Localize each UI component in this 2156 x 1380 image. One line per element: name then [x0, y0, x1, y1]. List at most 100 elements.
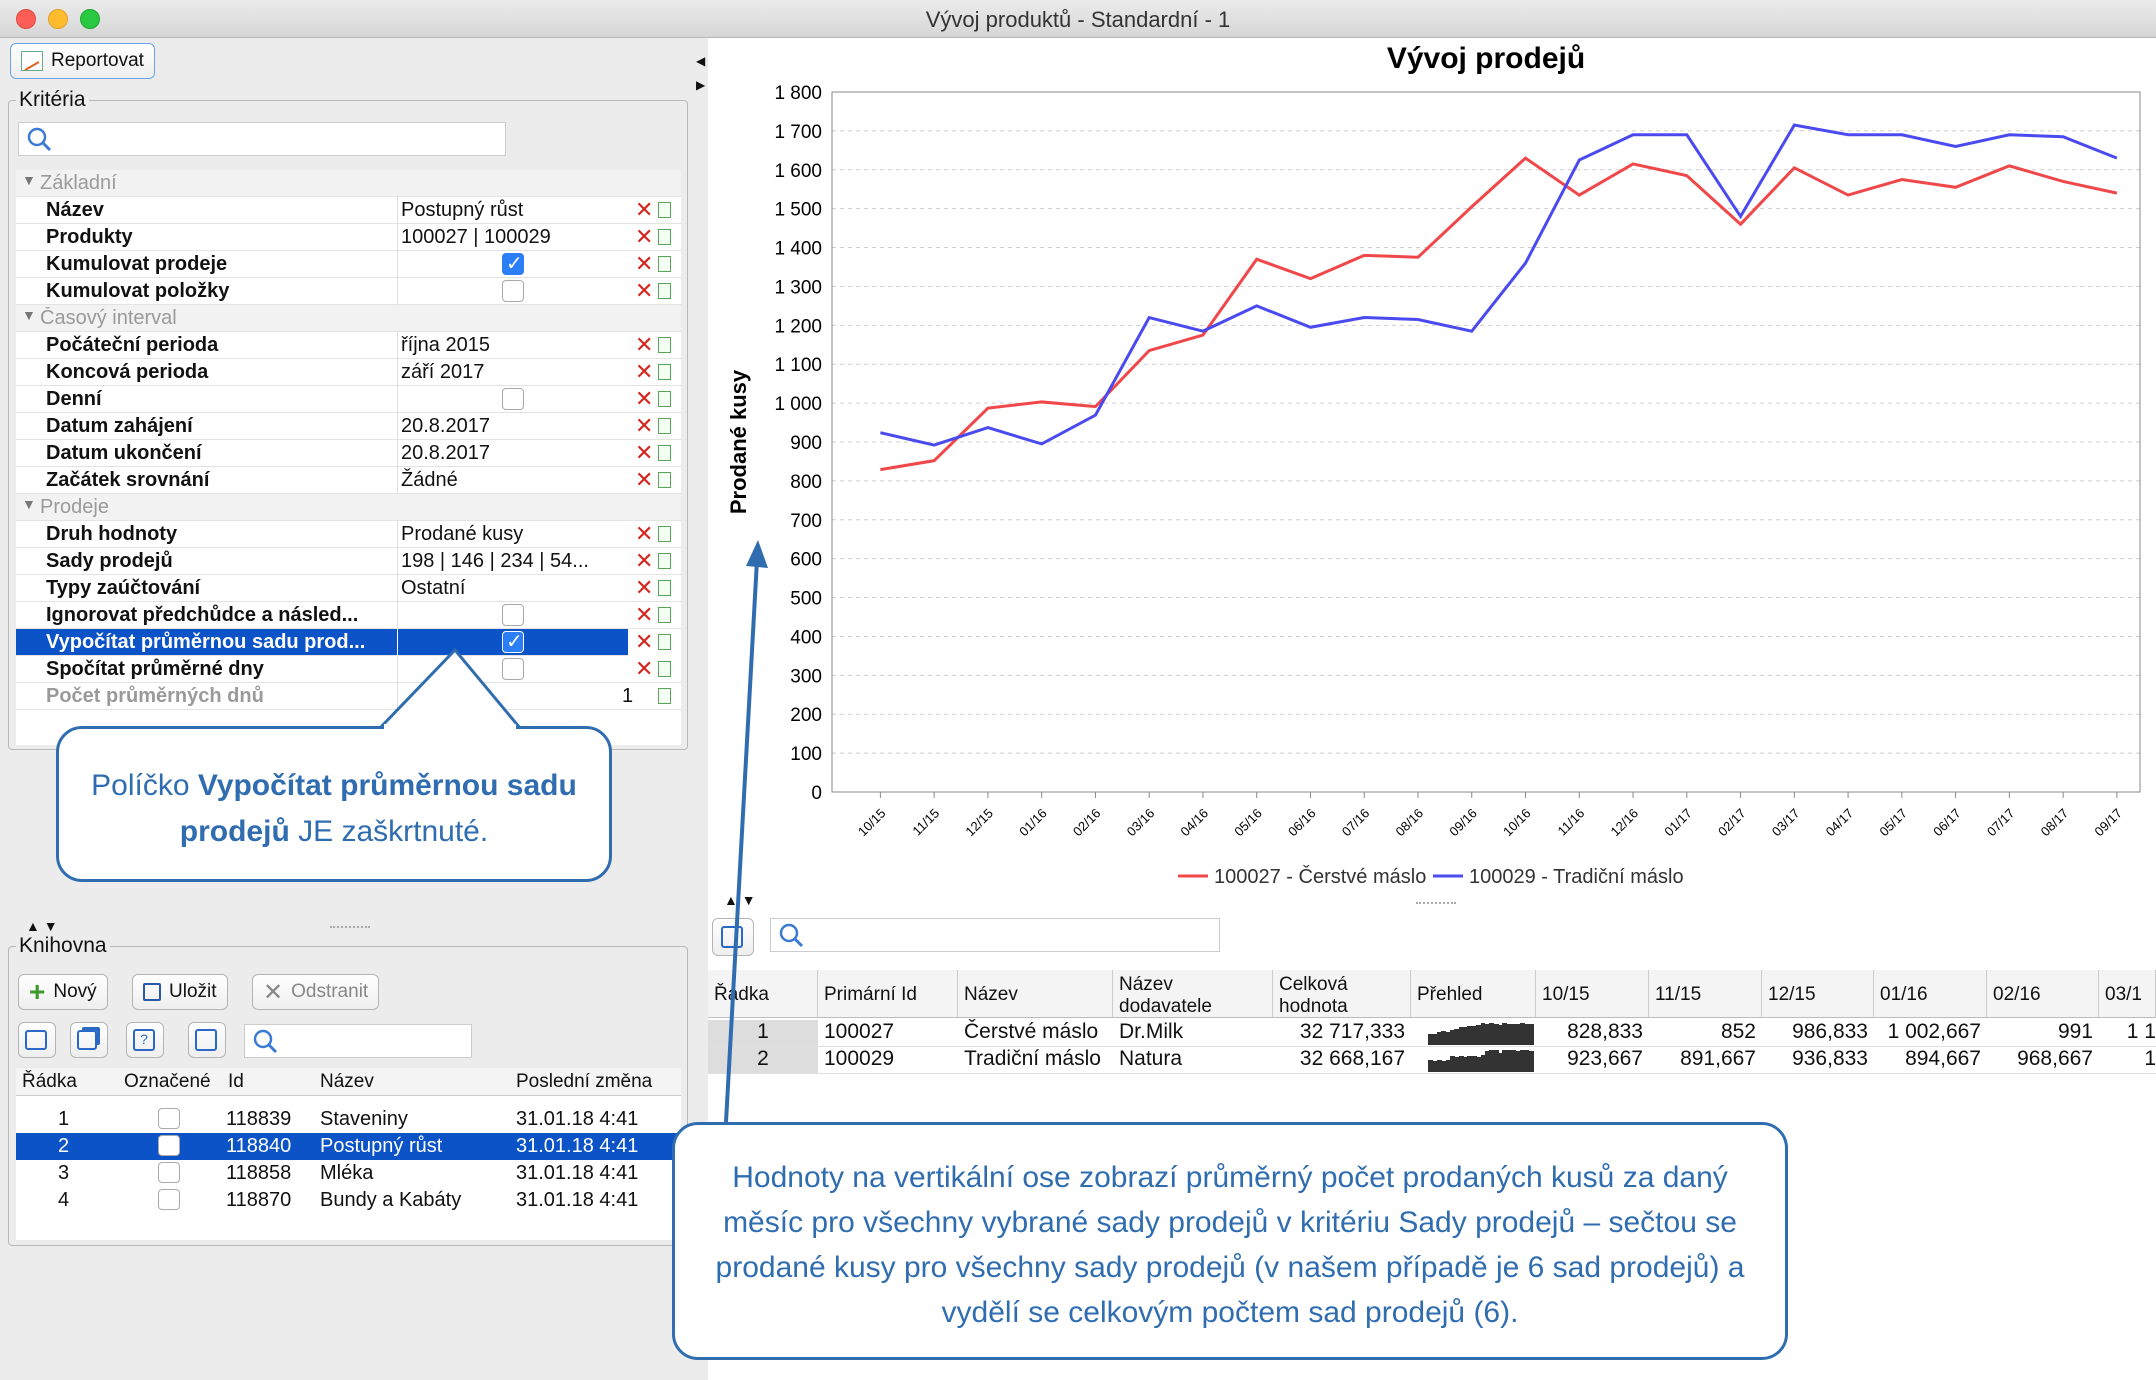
col-header[interactable]: Celková hodnota [1273, 970, 1411, 1018]
checkbox[interactable] [502, 280, 524, 302]
zoom-window-button[interactable] [80, 9, 100, 29]
col-header[interactable]: 10/15 [1536, 970, 1649, 1018]
edit-icon[interactable] [658, 661, 671, 677]
edit-icon[interactable] [658, 229, 671, 245]
clear-icon[interactable]: ✕ [635, 386, 654, 411]
col-header[interactable]: 11/15 [1649, 970, 1762, 1018]
criteria-row-vypocitat-prumernou-sadu[interactable]: Vypočítat průměrnou sadu prod...✕ [16, 629, 681, 656]
col-header[interactable]: Řádka [708, 970, 818, 1018]
col-header[interactable]: 02/16 [1987, 970, 2099, 1018]
criteria-row-sady-prodeju[interactable]: Sady prodejů 198 | 146 | 234 | 54... ✕ [16, 548, 681, 575]
col-header[interactable]: 01/16 [1874, 970, 1987, 1018]
export-icon[interactable] [188, 1022, 226, 1058]
col-header[interactable]: 12/15 [1762, 970, 1874, 1018]
checkbox[interactable] [502, 388, 524, 410]
criteria-row-denni[interactable]: Denní ✕ [16, 386, 681, 413]
clear-icon[interactable]: ✕ [635, 332, 654, 357]
export-icon[interactable] [712, 918, 754, 956]
table-row[interactable]: 1 118839 Staveniny 31.01.18 4:41 [58, 1108, 639, 1130]
criteria-row-nazev[interactable]: Název Postupný růst ✕ [16, 197, 681, 224]
copy-icon[interactable] [70, 1022, 108, 1058]
criteria-row-typy-zauctovani[interactable]: Typy zaúčtování Ostatní ✕ [16, 575, 681, 602]
edit-icon[interactable] [658, 418, 671, 434]
checkbox[interactable] [158, 1189, 180, 1210]
criteria-row-druh-hodnoty[interactable]: Druh hodnoty Prodané kusy ✕ [16, 521, 681, 548]
checkbox[interactable] [502, 658, 524, 680]
library-search-input[interactable] [244, 1024, 472, 1058]
checkbox[interactable] [502, 604, 524, 626]
edit-icon[interactable] [658, 580, 671, 596]
clear-icon[interactable]: ✕ [635, 575, 654, 600]
edit-icon[interactable] [658, 688, 671, 704]
criteria-row-datum-zahajeni[interactable]: Datum zahájení 20.8.2017 ✕ [16, 413, 681, 440]
clear-icon[interactable]: ✕ [635, 602, 654, 627]
checkbox[interactable] [502, 251, 524, 276]
criteria-row-produkty[interactable]: Produkty 100027 | 100029 ✕ [16, 224, 681, 251]
table-row[interactable]: 2 100029 Tradiční máslo Natura 32 668,16… [708, 1047, 2156, 1074]
clear-icon[interactable]: ✕ [635, 629, 654, 654]
edit-icon[interactable] [658, 364, 671, 380]
col-header[interactable]: Název [958, 970, 1113, 1018]
clear-icon[interactable]: ✕ [635, 521, 654, 546]
edit-icon[interactable] [658, 337, 671, 353]
col-header[interactable]: Primární Id [818, 970, 958, 1018]
table-row[interactable]: 4 118870 Bundy a Kabáty 31.01.18 4:41 [58, 1189, 639, 1211]
criteria-row-pocatecni-perioda[interactable]: Počáteční perioda října 2015 ✕ [16, 332, 681, 359]
splitter-grip[interactable] [330, 926, 370, 928]
table-row[interactable]: 1 100027 Čerstvé máslo Dr.Milk 32 717,33… [708, 1020, 2156, 1047]
save-button[interactable]: Uložit [132, 974, 228, 1010]
collapse-arrows[interactable]: ▲ ▼ [26, 918, 58, 934]
close-window-button[interactable] [16, 9, 36, 29]
col-header[interactable]: 03/1 [2099, 970, 2156, 1018]
checkbox[interactable] [158, 1135, 180, 1156]
checkbox[interactable] [158, 1108, 180, 1129]
criteria-row-zacatek-srovnani[interactable]: Začátek srovnání Žádné ✕ [16, 467, 681, 494]
clear-icon[interactable]: ✕ [635, 359, 654, 384]
report-button[interactable]: Reportovat [10, 43, 155, 79]
clear-icon[interactable]: ✕ [635, 413, 654, 438]
clear-icon[interactable]: ✕ [635, 197, 654, 222]
edit-icon[interactable] [658, 634, 671, 650]
edit-icon[interactable] [658, 526, 671, 542]
edit-icon[interactable] [658, 283, 671, 299]
criteria-row-datum-ukonceni[interactable]: Datum ukončení 20.8.2017 ✕ [16, 440, 681, 467]
col-header[interactable]: Přehled [1411, 970, 1536, 1018]
criteria-row-kumulovat-polozky[interactable]: Kumulovat položky ✕ [16, 278, 681, 305]
edit-icon[interactable] [658, 553, 671, 569]
group-time[interactable]: ▼ Časový interval [16, 305, 681, 332]
check-all-icon[interactable] [18, 1022, 56, 1058]
clear-icon[interactable]: ✕ [635, 251, 654, 276]
splitter-arrows[interactable]: ◀ ▶ [696, 54, 706, 92]
help-icon[interactable]: ? [126, 1022, 164, 1058]
clear-icon[interactable]: ✕ [635, 467, 654, 492]
minimize-window-button[interactable] [48, 9, 68, 29]
checkbox[interactable] [158, 1162, 180, 1183]
clear-icon[interactable]: ✕ [635, 440, 654, 465]
criteria-row-ignorovat[interactable]: Ignorovat předchůdce a násled... ✕ [16, 602, 681, 629]
group-basic[interactable]: ▼ Základní [16, 170, 681, 197]
criteria-row-pocet-prumernych-dnu[interactable]: Počet průměrných dnů 1 [16, 683, 681, 710]
edit-icon[interactable] [658, 472, 671, 488]
criteria-search-input[interactable] [18, 122, 506, 156]
remove-button[interactable]: ✕ Odstranit [252, 974, 380, 1010]
table-row[interactable]: 3 118858 Mléka 31.01.18 4:41 [58, 1162, 639, 1184]
clear-icon[interactable]: ✕ [635, 548, 654, 573]
splitter-grip[interactable] [1416, 902, 1456, 904]
group-sales[interactable]: ▼ Prodeje [16, 494, 681, 521]
edit-icon[interactable] [658, 202, 671, 218]
criteria-row-spocitat-prumerne-dny[interactable]: Spočítat průměrné dny ✕ [16, 656, 681, 683]
clear-icon[interactable]: ✕ [635, 656, 654, 681]
table-search-input[interactable] [770, 918, 1220, 952]
criteria-row-koncova-perioda[interactable]: Koncová perioda září 2017 ✕ [16, 359, 681, 386]
edit-icon[interactable] [658, 607, 671, 623]
criteria-row-kumulovat-prodeje[interactable]: Kumulovat prodeje✕ [16, 251, 681, 278]
table-row[interactable]: 2 118840 Postupný růst 31.01.18 4:41 [16, 1133, 681, 1160]
col-header[interactable]: Název dodavatele [1113, 970, 1273, 1018]
new-button[interactable]: + Nový [18, 974, 108, 1010]
edit-icon[interactable] [658, 391, 671, 407]
checkbox[interactable] [502, 629, 524, 654]
edit-icon[interactable] [658, 256, 671, 272]
edit-icon[interactable] [658, 445, 671, 461]
clear-icon[interactable]: ✕ [635, 278, 654, 303]
clear-icon[interactable]: ✕ [635, 224, 654, 249]
